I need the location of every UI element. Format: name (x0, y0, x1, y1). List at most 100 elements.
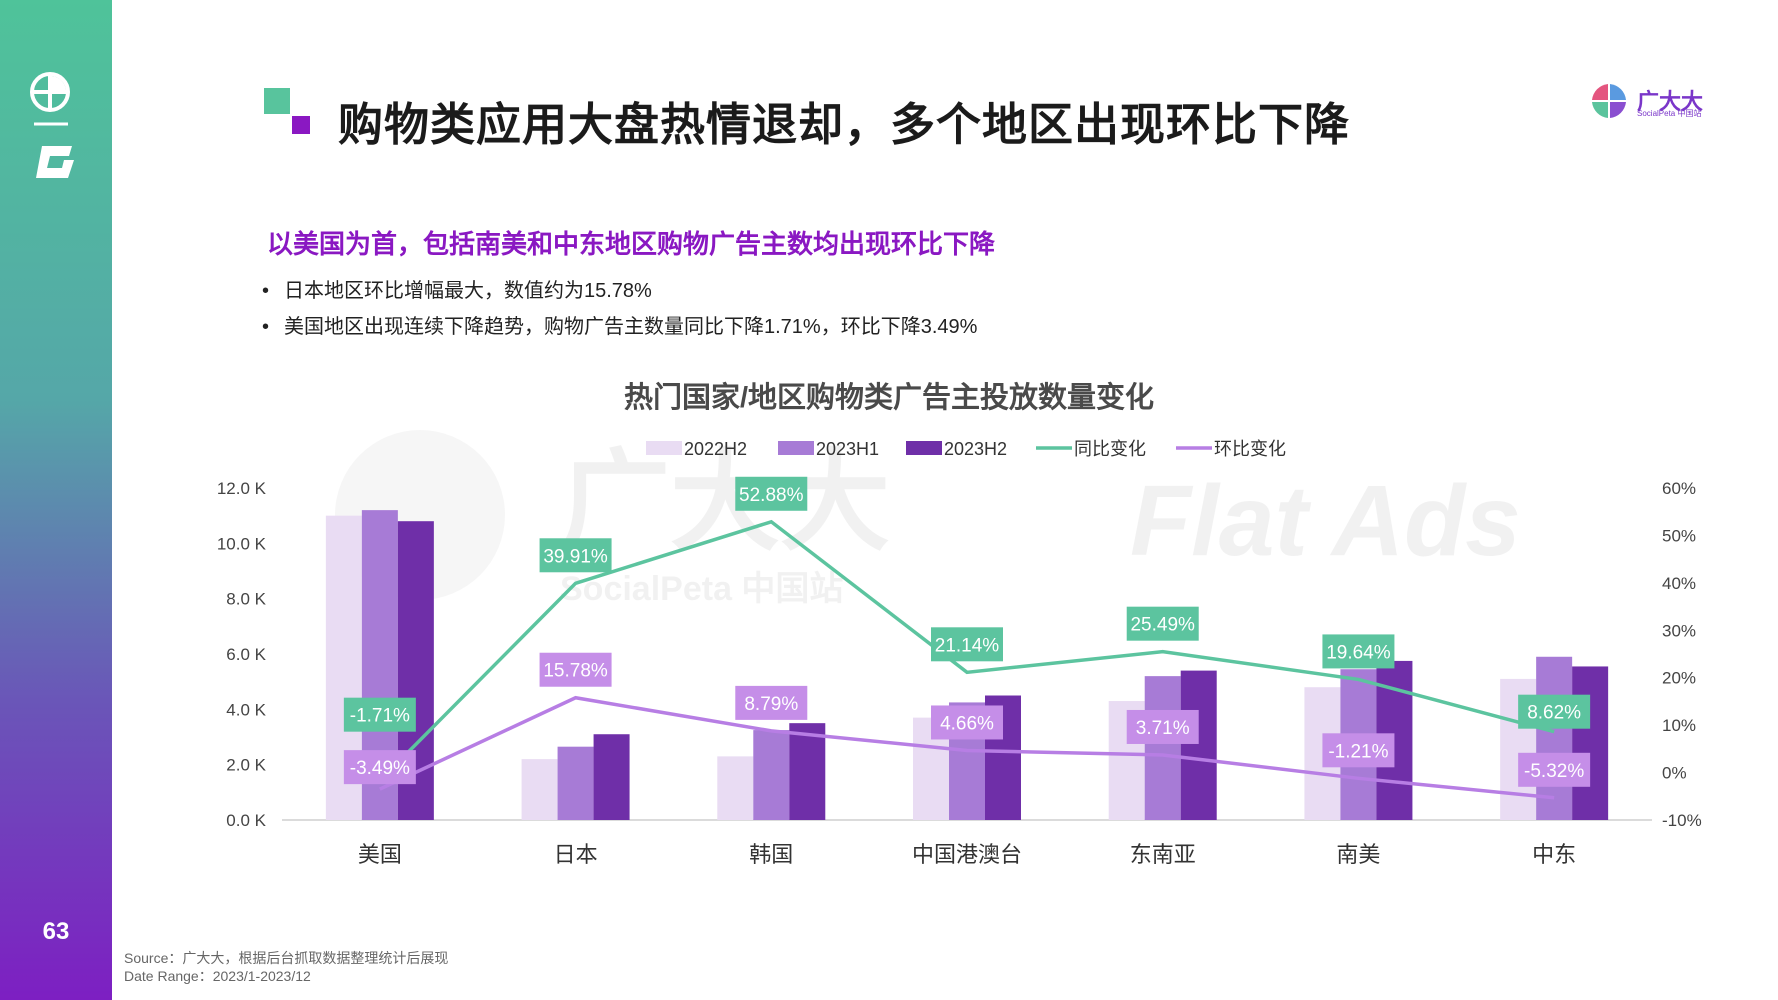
legend-swatch (906, 441, 942, 455)
y-right-tick-label: 20% (1662, 669, 1696, 688)
bar-2023H1 (1340, 669, 1377, 820)
legend-swatch (778, 441, 814, 455)
data-label: 15.78% (543, 661, 608, 682)
bar-2023H2 (1376, 660, 1413, 820)
bar-2023H2 (789, 723, 826, 820)
x-tick-label: 韩国 (749, 842, 793, 867)
x-tick-label: 中东 (1532, 842, 1576, 867)
bar-2023H1 (1536, 656, 1573, 820)
data-label-bg (735, 685, 808, 720)
data-label: -5.32% (1524, 761, 1584, 782)
y-right-tick-label: 50% (1662, 526, 1696, 545)
data-label-bg (931, 705, 1003, 740)
bar-2023H2 (1572, 666, 1609, 820)
data-label: 3.71% (1136, 718, 1190, 739)
legend-swatch (646, 441, 682, 455)
y-right-tick-label: 0% (1662, 764, 1687, 783)
line-同比变化 (378, 519, 1555, 782)
data-label: 8.79% (744, 694, 798, 715)
y-right-tick-label: 40% (1662, 574, 1696, 593)
y-right-tick-label: 10% (1662, 716, 1696, 735)
watermark: 广大大 SocialPeta 中国站 Flat Ads (335, 430, 1521, 608)
watermark-left-text: 广大大 (560, 441, 890, 564)
bar-2023H1 (557, 746, 594, 820)
data-label: 52.88% (739, 485, 804, 506)
data-label: 19.64% (1326, 642, 1391, 663)
bullet-item: • 美国地区出现连续下降趋势，购物广告主数量同比下降1.71%，环比下降3.49% (262, 316, 978, 338)
legend-label: 2022H2 (684, 439, 747, 459)
data-label-bg (343, 697, 416, 732)
legend-label: 同比变化 (1074, 439, 1146, 459)
source-text: Source：广大大，根据后台抓取数据整理统计后展现 (124, 950, 449, 966)
title-mark-icon (264, 88, 310, 134)
data-label-bg (1126, 709, 1199, 744)
bar-2023H1 (949, 702, 985, 820)
data-label: -1.21% (1328, 741, 1388, 762)
bullet-text: 美国地区出现连续下降趋势，购物广告主数量同比下降1.71%，环比下降3.49% (284, 316, 978, 338)
data-label: 4.66% (940, 713, 994, 734)
data-label-bg (1126, 606, 1199, 641)
data-label-bg (539, 538, 612, 573)
data-label: 39.91% (543, 546, 608, 567)
bar-2022H2 (1304, 687, 1341, 820)
data-label: -1.71% (350, 706, 410, 727)
legend-label: 环比变化 (1214, 439, 1286, 459)
bar-2023H1 (361, 510, 398, 820)
y-left-tick-label: 10.0 K (217, 534, 267, 553)
x-tick-label: 南美 (1336, 842, 1380, 867)
sidebar: 63 (0, 0, 112, 1000)
logo-icon (30, 72, 74, 178)
brand-subtitle: SocialPeta 中国站 (1637, 109, 1702, 118)
data-label-bg (1322, 733, 1395, 768)
y-right-tick-label: -10% (1662, 811, 1702, 830)
page-number: 63 (42, 918, 70, 945)
data-label: 25.49% (1130, 615, 1195, 636)
data-label-bg (1322, 634, 1395, 669)
page-title: 购物类应用大盘热情退却，多个地区出现环比下降 (338, 99, 1351, 150)
x-tick-label: 中国港澳台 (912, 842, 1022, 867)
bar-2022H2 (1108, 701, 1145, 820)
legend-label: 2023H1 (816, 439, 879, 459)
bar-2023H2 (593, 734, 630, 820)
watermark-logo-icon (335, 430, 505, 600)
bar-2022H2 (325, 515, 362, 820)
data-label-bg (931, 627, 1003, 662)
bar-2022H2 (717, 756, 754, 820)
chart-title: 热门国家/地区购物类广告主投放数量变化 (623, 382, 1155, 414)
line-环比变化 (379, 695, 1555, 800)
section-subtitle: 以美国为首，包括南美和中东地区购物广告主数均出现环比下降 (267, 229, 996, 259)
date-range-text: Date Range：2023/1-2023/12 (124, 968, 311, 984)
x-tick-label: 东南亚 (1130, 842, 1196, 867)
watermark-left-subtext: SocialPeta 中国站 (560, 570, 843, 608)
bar-2023H1 (1144, 676, 1181, 820)
data-label-bg (1518, 694, 1591, 729)
bar-2023H2 (397, 521, 434, 820)
y-left-tick-label: 0.0 K (226, 811, 266, 830)
data-label: 21.14% (935, 635, 1000, 656)
bar-2023H2 (985, 695, 1021, 820)
bar-2023H1 (753, 730, 790, 820)
brand-logo-icon (1592, 84, 1626, 118)
y-right-tick-label: 30% (1662, 621, 1696, 640)
bar-2022H2 (913, 717, 949, 820)
data-label: -3.49% (350, 758, 410, 779)
y-left-tick-label: 4.0 K (226, 700, 266, 719)
data-label: 8.62% (1527, 703, 1581, 724)
data-label-bg (343, 750, 416, 785)
x-tick-label: 美国 (358, 842, 402, 867)
legend-label: 2023H2 (944, 439, 1007, 459)
y-left-tick-label: 2.0 K (226, 756, 266, 775)
x-tick-label: 日本 (554, 842, 598, 867)
bullet-item: • 日本地区环比增幅最大，数值约为15.78% (262, 280, 652, 302)
y-right-tick-label: 60% (1662, 479, 1696, 498)
bar-2022H2 (1500, 678, 1537, 820)
data-label-bg (1518, 752, 1591, 787)
data-label-bg (539, 652, 612, 687)
y-left-tick-label: 6.0 K (226, 645, 266, 664)
y-left-tick-label: 8.0 K (226, 590, 266, 609)
watermark-right-text: Flat Ads (1130, 465, 1521, 577)
bar-2023H2 (1180, 670, 1217, 820)
data-label-bg (735, 476, 808, 511)
y-left-tick-label: 12.0 K (217, 479, 267, 498)
brand-name: 广大大 (1637, 89, 1704, 114)
